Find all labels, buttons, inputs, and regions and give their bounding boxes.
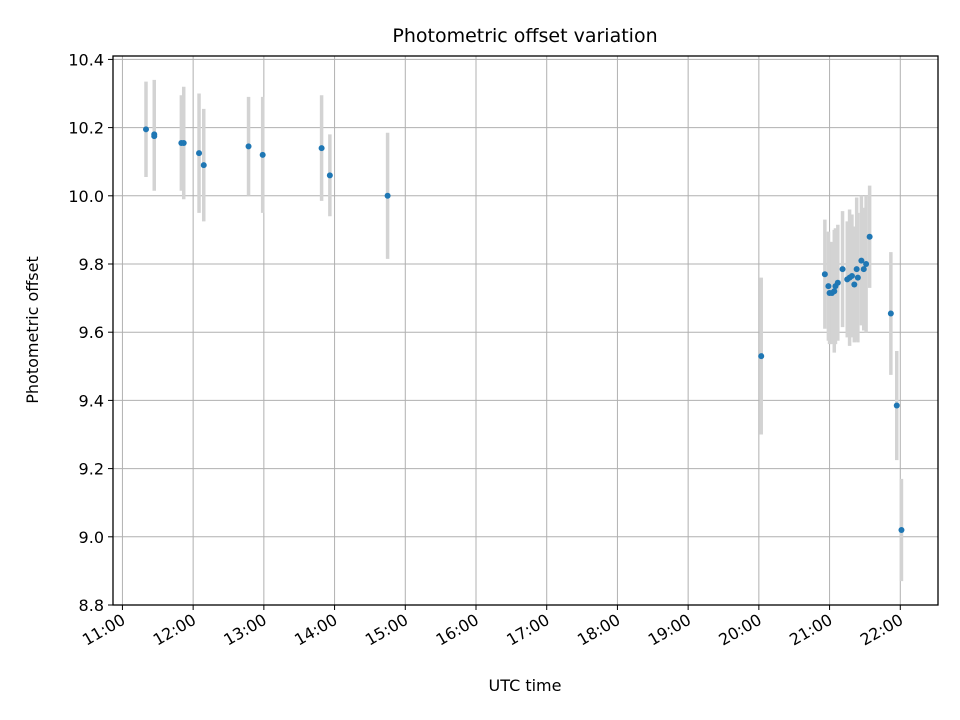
x-tick-label: 21:00 bbox=[786, 610, 835, 650]
y-tick-label: 10.2 bbox=[68, 119, 104, 138]
data-point bbox=[853, 266, 860, 273]
x-axis-label: UTC time bbox=[489, 676, 562, 695]
data-point bbox=[858, 257, 865, 264]
x-axis-ticks: 11:00 12:00 13:00 14:00 15:00 16:00 17:00 18:00… bbox=[79, 605, 906, 650]
data-points bbox=[143, 126, 905, 533]
data-point bbox=[200, 162, 207, 169]
data-point bbox=[860, 266, 867, 273]
y-axis-label: Photometric offset bbox=[23, 256, 42, 404]
x-tick-label: 20:00 bbox=[715, 610, 764, 650]
grid-lines bbox=[113, 56, 938, 606]
data-point bbox=[831, 288, 838, 295]
data-point bbox=[151, 133, 158, 140]
data-point bbox=[848, 272, 855, 279]
data-point bbox=[821, 271, 828, 278]
x-tick-label: 16:00 bbox=[433, 610, 482, 650]
y-tick-label: 10.0 bbox=[68, 187, 104, 206]
x-tick-label: 17:00 bbox=[503, 610, 552, 650]
chart-title: Photometric offset variation bbox=[392, 25, 657, 47]
data-point bbox=[196, 150, 203, 157]
data-point bbox=[834, 279, 841, 286]
data-point bbox=[143, 126, 149, 133]
data-point bbox=[326, 172, 333, 179]
data-point bbox=[758, 353, 765, 360]
x-tick-label: 11:00 bbox=[79, 610, 128, 650]
data-point bbox=[893, 402, 900, 409]
data-point bbox=[259, 151, 266, 158]
x-tick-label: 14:00 bbox=[291, 610, 340, 650]
x-tick-label: 15:00 bbox=[362, 610, 411, 650]
y-axis-ticks: 8.8 9.0 9.2 9.4 9.6 9.8 10.0 10.2 10.4 bbox=[68, 50, 113, 615]
data-point bbox=[318, 145, 325, 152]
data-point bbox=[384, 192, 391, 199]
data-point bbox=[825, 283, 832, 290]
y-tick-label: 9.8 bbox=[79, 255, 104, 274]
data-point bbox=[839, 266, 846, 273]
x-tick-label: 18:00 bbox=[574, 610, 623, 650]
x-tick-label: 22:00 bbox=[857, 610, 906, 650]
data-point bbox=[851, 281, 858, 288]
x-tick-label: 12:00 bbox=[150, 610, 199, 650]
y-tick-label: 9.4 bbox=[79, 391, 104, 410]
y-tick-label: 10.4 bbox=[68, 50, 104, 69]
data-point bbox=[898, 526, 905, 533]
x-tick-label: 19:00 bbox=[645, 610, 694, 650]
data-point bbox=[854, 274, 861, 281]
x-tick-label: 13:00 bbox=[220, 610, 269, 650]
data-point bbox=[887, 310, 894, 317]
error-bars bbox=[144, 79, 904, 582]
y-tick-label: 9.2 bbox=[79, 460, 104, 479]
y-tick-label: 9.6 bbox=[79, 323, 104, 342]
plot-frame bbox=[112, 55, 939, 606]
y-tick-label: 9.0 bbox=[79, 528, 104, 547]
data-point bbox=[863, 261, 870, 268]
y-tick-label: 8.8 bbox=[79, 596, 104, 615]
data-point bbox=[866, 233, 873, 240]
data-point bbox=[180, 139, 187, 146]
data-point bbox=[245, 143, 252, 150]
